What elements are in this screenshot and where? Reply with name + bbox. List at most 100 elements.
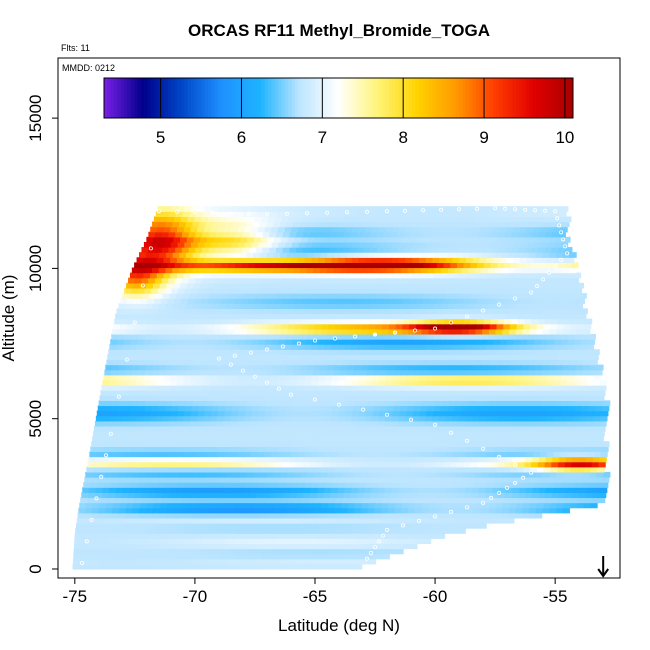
heatmap-cell	[566, 257, 575, 263]
heatmap-cell	[381, 328, 389, 335]
heatmap-cell	[297, 528, 305, 534]
heatmap-cell	[474, 333, 482, 340]
heatmap-cell	[158, 405, 166, 412]
heatmap-cell	[353, 441, 361, 447]
heatmap-cell	[408, 471, 416, 478]
heatmap-cell	[393, 405, 401, 412]
heatmap-cell	[265, 287, 273, 294]
heatmap-cell	[182, 492, 190, 499]
heatmap-cell	[389, 425, 398, 432]
heatmap-cell	[145, 303, 153, 309]
heatmap-cell	[553, 272, 561, 279]
heatmap-cell	[564, 390, 572, 396]
heatmap-cell	[475, 328, 483, 335]
heatmap-cell	[520, 339, 528, 345]
heatmap-cell	[366, 287, 374, 294]
heatmap-cell	[476, 466, 484, 473]
heatmap-cell	[439, 482, 447, 488]
heatmap-cell	[333, 477, 341, 483]
heatmap-cell	[128, 538, 136, 545]
heatmap-cell	[459, 257, 467, 263]
heatmap-cell	[128, 420, 136, 427]
heatmap-cell	[493, 272, 501, 279]
heatmap-cell	[423, 318, 431, 325]
heatmap-cell	[155, 313, 163, 320]
heatmap	[72, 206, 611, 570]
heatmap-cell	[310, 293, 318, 299]
heatmap-cell	[145, 328, 154, 335]
heatmap-cell	[172, 267, 180, 274]
heatmap-cell	[141, 533, 150, 539]
heatmap-cell	[265, 517, 273, 524]
heatmap-cell	[114, 318, 122, 325]
heatmap-cell	[425, 379, 433, 386]
heatmap-cell	[542, 364, 550, 371]
heatmap-cell	[512, 456, 520, 463]
heatmap-cell	[394, 364, 402, 371]
heatmap-cell	[456, 359, 464, 366]
heatmap-cell	[466, 272, 474, 279]
heatmap-cell	[488, 252, 497, 258]
heatmap-cell	[355, 431, 363, 437]
heatmap-cell	[421, 364, 429, 371]
observation-point	[246, 211, 251, 216]
heatmap-cell	[578, 492, 587, 499]
heatmap-cell	[551, 390, 559, 396]
heatmap-cell	[568, 477, 576, 483]
heatmap-cell	[155, 420, 163, 427]
heatmap-cell	[195, 277, 203, 284]
heatmap-cell	[586, 415, 595, 422]
heatmap-cell	[153, 282, 161, 289]
heatmap-cell	[287, 236, 295, 243]
heatmap-cell	[264, 451, 272, 458]
heatmap-cell	[485, 415, 494, 422]
heatmap-cell	[235, 318, 243, 325]
heatmap-cell	[405, 415, 413, 422]
heatmap-cell	[140, 262, 149, 269]
heatmap-cell	[578, 385, 587, 391]
observation-point	[555, 216, 560, 221]
heatmap-cell	[226, 252, 234, 258]
heatmap-cell	[479, 374, 488, 381]
heatmap-cell	[442, 359, 450, 366]
observation-point	[417, 518, 422, 523]
heatmap-cell	[215, 349, 224, 355]
heatmap-cell	[384, 344, 393, 350]
heatmap-cell	[386, 206, 394, 212]
heatmap-cell	[257, 226, 266, 233]
heatmap-cell	[149, 528, 157, 534]
heatmap-cell	[157, 482, 165, 488]
heatmap-cell	[466, 241, 475, 248]
heatmap-cell	[451, 211, 459, 217]
heatmap-cell	[311, 410, 320, 417]
heatmap-cell	[361, 471, 369, 478]
heatmap-cell	[326, 441, 334, 447]
heatmap-cell	[97, 441, 106, 447]
heatmap-cell	[566, 379, 574, 386]
heatmap-cell	[292, 333, 301, 340]
heatmap-cell	[528, 441, 536, 447]
heatmap-cell	[310, 313, 318, 320]
heatmap-cell	[161, 354, 169, 361]
heatmap-cell	[529, 252, 537, 258]
heatmap-cell	[152, 507, 160, 514]
heatmap-cell	[557, 354, 566, 361]
heatmap-cell	[157, 339, 165, 345]
heatmap-cell	[210, 379, 218, 386]
heatmap-cell	[249, 349, 257, 355]
heatmap-cell	[442, 282, 450, 289]
heatmap-cell	[373, 512, 381, 519]
heatmap-cell	[233, 400, 241, 407]
heatmap-cell	[344, 415, 352, 422]
heatmap-cell	[562, 364, 570, 371]
heatmap-cell	[329, 277, 338, 284]
heatmap-cell	[215, 420, 224, 427]
heatmap-cell	[533, 257, 541, 263]
heatmap-cell	[393, 369, 401, 376]
heatmap-cell	[132, 436, 140, 442]
heatmap-cell	[376, 277, 385, 284]
heatmap-cell	[330, 528, 339, 534]
heatmap-cell	[474, 221, 483, 228]
heatmap-cell	[198, 477, 206, 483]
heatmap-cell	[279, 333, 287, 340]
